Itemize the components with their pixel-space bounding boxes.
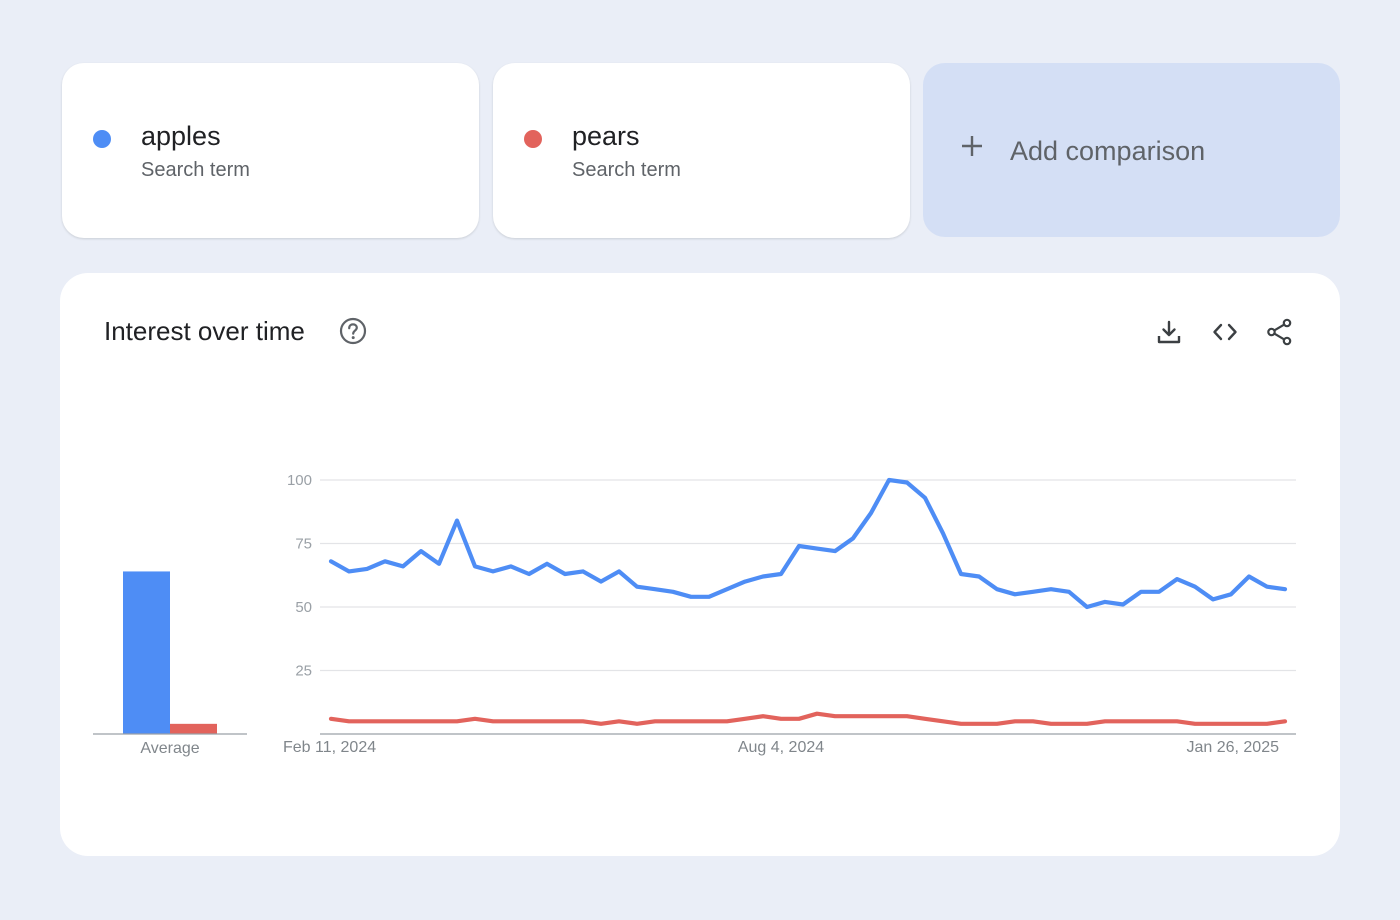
x-tick-label: Aug 4, 2024 (738, 739, 824, 756)
y-tick-label: 75 (295, 536, 312, 553)
average-bar-apples (123, 571, 170, 734)
average-label: Average (140, 740, 199, 757)
download-icon[interactable] (1155, 318, 1183, 346)
add-comparison-button[interactable]: Add comparison (923, 63, 1340, 237)
x-tick-label: Feb 11, 2024 (283, 739, 376, 756)
embed-icon[interactable] (1211, 318, 1239, 346)
term-card-apples[interactable]: apples Search term (62, 63, 479, 238)
term-name: apples (141, 121, 221, 151)
term-subtitle: Search term (141, 159, 250, 181)
term-subtitle: Search term (572, 159, 681, 181)
term-card-pears[interactable]: pears Search term (493, 63, 910, 238)
term-color-dot (524, 130, 542, 148)
interest-over-time-panel: Interest over time (60, 273, 1340, 856)
help-icon[interactable] (338, 316, 368, 346)
y-tick-label: 25 (295, 663, 312, 680)
panel-title: Interest over time (104, 316, 305, 346)
x-tick-label: Jan 26, 2025 (1186, 739, 1279, 756)
share-icon[interactable] (1266, 318, 1294, 346)
add-comparison-label: Add comparison (1010, 136, 1206, 166)
series-line-apples (328, 477, 1288, 610)
plus-icon (962, 136, 982, 156)
term-color-dot (93, 130, 111, 148)
series-line-pears (328, 711, 1288, 726)
y-tick-label: 50 (295, 599, 312, 616)
y-tick-label: 100 (287, 472, 312, 489)
term-name: pears (572, 121, 640, 151)
average-bar-pears (170, 723, 217, 734)
